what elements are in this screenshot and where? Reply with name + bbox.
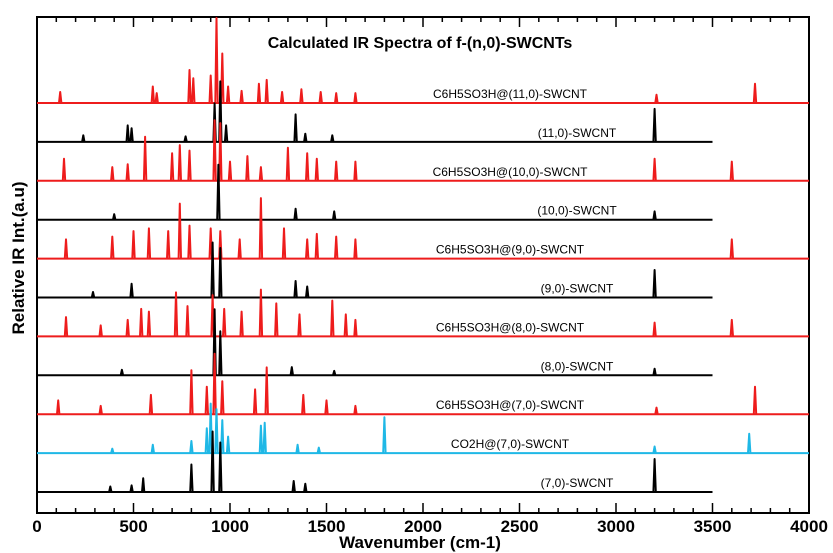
x-axis-label: Wavenumber (cm-1): [339, 533, 501, 552]
spectrum-line: [37, 197, 809, 260]
spectrum-line: [37, 402, 809, 455]
chart-title: Calculated IR Spectra of f-(n,0)-SWCNTs: [268, 35, 573, 52]
y-axis-label: Relative IR Int.(a.u): [9, 181, 28, 334]
spectrum-label: (8,0)-SWCNT: [541, 359, 614, 373]
spectrum-label: C6H5SO3H@(9,0)-SWCNT: [436, 243, 585, 257]
spectrum-line: [37, 119, 809, 182]
x-tick-label: 2000: [404, 517, 442, 536]
spectrum-label: (11,0)-SWCNT: [538, 126, 617, 140]
x-tick-label: 0: [32, 517, 41, 536]
spectrum-label: C6H5SO3H@(10,0)-SWCNT: [433, 165, 589, 179]
spectrum-line: [37, 352, 809, 416]
spectrum-label: (10,0)-SWCNT: [537, 204, 617, 218]
spectra-labels: C6H5SO3H@(11,0)-SWCNT (11,0)-SWCNT C6H5SO3…: [433, 87, 618, 490]
x-axis-ticks: [36, 17, 810, 513]
spectrum-label: C6H5SO3H@(8,0)-SWCNT: [436, 320, 585, 334]
spectrum-label: (7,0)-SWCNT: [541, 476, 614, 490]
spectrum-label: C6H5SO3H@(7,0)-SWCNT: [436, 398, 585, 412]
x-tick-label: 500: [119, 517, 147, 536]
x-tick-label: 2500: [501, 517, 539, 536]
x-tick-label: 3500: [694, 517, 732, 536]
x-tick-label: 3000: [597, 517, 635, 536]
spectrum-line: [37, 163, 713, 221]
spectrum-label: (9,0)-SWCNT: [541, 282, 614, 296]
spectra-lines: [37, 17, 809, 493]
x-axis-tick-labels: 0 500 1000 1500 2000 2500 3000 3500 4000: [32, 517, 828, 536]
spectrum-label: CO2H@(7,0)-SWCNT: [451, 437, 570, 451]
spectrum-line: [37, 241, 713, 299]
x-tick-label: 1500: [308, 517, 346, 536]
spectrum-line: [37, 17, 809, 104]
x-tick-label: 1000: [211, 517, 249, 536]
spectrum-line: [37, 288, 809, 338]
spectrum-line: [37, 430, 713, 493]
spectrum-line: [37, 308, 713, 377]
x-tick-label: 4000: [790, 517, 828, 536]
spectrum-line: [37, 80, 713, 143]
spectrum-label: C6H5SO3H@(11,0)-SWCNT: [433, 87, 588, 101]
